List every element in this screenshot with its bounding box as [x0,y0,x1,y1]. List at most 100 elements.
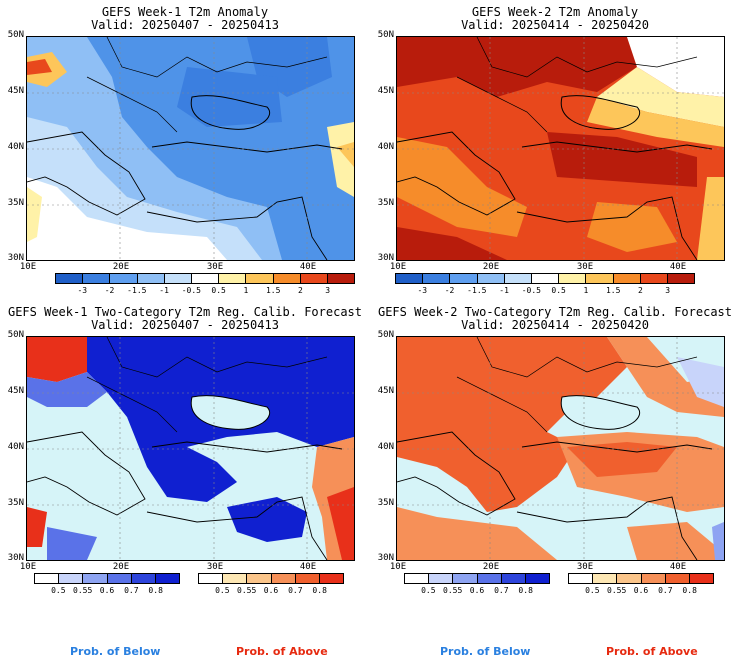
prob-below-legend: Prob. of Below [440,645,531,658]
lat-label: 50N [377,330,394,340]
colorbar-label: 2 [638,286,643,295]
panel-valid-dates: Valid: 20250407 - 20250413 [91,18,279,32]
colorbar-swatch [524,574,550,583]
colorbar-label: 3 [665,286,671,295]
colorbar-swatch [688,574,714,583]
colorbar-label: 2 [298,286,303,295]
colorbar-label: 0.5 [551,286,566,295]
colorbar-label: 0.7 [494,586,509,595]
map-week1-anomaly [26,36,355,261]
colorbar-label: 0.7 [658,586,673,595]
panel-week2-anomaly: GEFS Week-2 T2m Anomaly Valid: 20250414 … [370,0,740,300]
colorbar-swatch [530,274,559,283]
panel-valid-dates: Valid: 20250407 - 20250413 [91,318,279,332]
colorbar-label: 0.55 [443,586,463,595]
colorbar-swatch [318,574,344,583]
colorbar-swatch [569,574,593,583]
panel-title: GEFS Week-1 T2m Anomaly [101,5,269,19]
lon-label: 10E [389,562,407,572]
colorbar-label: -2 [104,286,115,295]
colorbar-swatch [666,274,695,283]
colorbar-label: 0.7 [288,586,303,595]
colorbar-label: 0.6 [263,586,279,595]
colorbar-label: 1.5 [265,286,281,295]
colorbar-swatch [222,574,247,583]
colorbar-label: 0.6 [469,586,485,595]
map-week1-probability [26,336,355,561]
colorbar-swatch [136,274,164,283]
colorbar-swatch [639,274,667,283]
colorbar-label: 0.8 [518,586,533,595]
lat-label: 45N [377,386,394,396]
colorbar-swatch [163,274,191,283]
lat-label: 35N [377,498,394,508]
map-week2-anomaly [396,36,725,261]
lon-label: 10E [19,562,37,572]
lat-label: 40N [377,142,394,152]
lon-label: 40E [299,562,317,572]
map-week2-probability [396,336,725,561]
prob-below-legend: Prob. of Below [70,645,161,658]
lat-label: 30N [7,553,24,563]
colorbar-swatch [500,574,525,583]
colorbar-label: 1 [243,286,249,295]
colorbar-label: 0.7 [124,586,139,595]
colorbar-label: 0.55 [73,586,93,595]
panel-valid-dates: Valid: 20250414 - 20250420 [461,18,649,32]
lon-label: 20E [482,262,500,272]
lat-label: 30N [377,553,394,563]
panel-title: GEFS Week-2 Two-Category T2m Reg. Calib.… [377,305,732,319]
colorbar-label: 0.8 [148,586,163,595]
colorbar-label: 0.55 [607,586,627,595]
lon-label: 30E [576,262,594,272]
colorbar-swatch [106,574,131,583]
colorbar-swatch [245,274,273,283]
lat-label: 40N [377,442,394,452]
colorbar-swatch [299,274,327,283]
colorbar-label: 3 [325,286,331,295]
lon-label: 10E [389,262,407,272]
colorbar-label: 0.5 [421,586,436,595]
colorbar-swatch [452,574,477,583]
panel-valid-dates: Valid: 20250414 - 20250420 [461,318,649,332]
colorbar-swatch [585,274,613,283]
lat-label: 50N [377,30,394,40]
lat-label: 35N [377,198,394,208]
colorbar-label: -0.5 [181,286,201,295]
colorbar-swatch [272,274,300,283]
lat-label: 35N [7,198,24,208]
colorbar-swatch [503,274,531,283]
prob-above-colorbar [568,573,714,584]
colorbar-swatch [154,574,180,583]
lat-label: 40N [7,142,24,152]
colorbar-swatch [130,574,155,583]
colorbar-swatch [476,274,504,283]
colorbar-swatch [246,574,271,583]
colorbar-label: -3 [417,286,428,295]
panel-week1-probability: GEFS Week-1 Two-Category T2m Reg. Calib.… [0,300,370,662]
colorbar-label: -1.5 [127,286,147,295]
colorbar-swatch [558,274,586,283]
colorbar-swatch [218,274,246,283]
colorbar-swatch [270,574,295,583]
lat-label: 30N [7,253,24,263]
lat-label: 45N [7,86,24,96]
anomaly-colorbar [55,273,355,284]
lat-label: 35N [7,498,24,508]
colorbar-swatch [82,574,107,583]
colorbar-label: 0.8 [312,586,327,595]
colorbar-label: 0.6 [633,586,649,595]
colorbar-label: -0.5 [521,286,541,295]
colorbar-swatch [58,574,83,583]
colorbar-swatch [396,274,423,283]
colorbar-swatch [612,274,640,283]
colorbar-swatch [199,574,223,583]
colorbar-label: 0.5 [585,586,600,595]
colorbar-label: -1 [499,286,509,295]
prob-below-colorbar [34,573,180,584]
colorbar-label: 1.5 [605,286,621,295]
colorbar-swatch [326,274,355,283]
colorbar-swatch [56,274,83,283]
lon-label: 30E [206,262,224,272]
panel-title: GEFS Week-2 T2m Anomaly [471,5,639,19]
